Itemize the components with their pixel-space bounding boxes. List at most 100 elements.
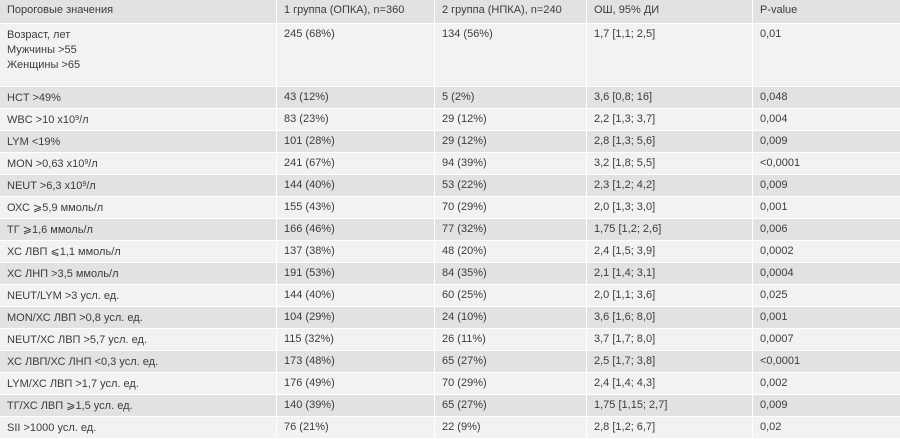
table-body: Возраст, лет Мужчины >55 Женщины >65 245 (6… — [0, 24, 900, 439]
table-row: NEUT >6,3 x109/л 144 (40%) 53 (22%) 2,3 [1,… — [0, 175, 900, 197]
group2-cell: 22 (9%) — [435, 417, 587, 439]
p-value-cell: 0,0002 — [753, 241, 900, 263]
threshold-label-exponent: 9 — [84, 159, 89, 166]
p-value-cell: 0,009 — [753, 175, 900, 197]
threshold-label-line: HCT >49% — [7, 92, 61, 104]
threshold-label-line: MON/ХС ЛВП >0,8 усл. ед. — [7, 312, 143, 324]
header-thresholds: Пороговые значения — [0, 0, 277, 24]
threshold-cell: NEUT/LYM >3 усл. ед. — [0, 285, 277, 307]
group1-cell: 173 (48%) — [277, 351, 435, 373]
threshold-label-line: LYM/ХС ЛВП >1,7 усл. ед. — [7, 378, 139, 390]
table-row: MON >0,63 x109/л 241 (67%) 94 (39%) 3,2 [1,… — [0, 153, 900, 175]
group1-cell: 245 (68%) — [277, 24, 435, 87]
group2-cell: 70 (29%) — [435, 373, 587, 395]
group2-cell: 70 (29%) — [435, 197, 587, 219]
p-value-cell: 0,001 — [753, 307, 900, 329]
threshold-cell: SII >1000 усл. ед. — [0, 417, 277, 439]
group1-cell: 140 (39%) — [277, 395, 435, 417]
group1-cell: 115 (32%) — [277, 329, 435, 351]
table-row: LYM <19% 101 (28%) 29 (12%) 2,8 [1,3; 5,6] 0… — [0, 131, 900, 153]
group1-cell: 104 (29%) — [277, 307, 435, 329]
threshold-cell: ТГ ⩾1,6 ммоль/л — [0, 219, 277, 241]
p-value-cell: 0,004 — [753, 109, 900, 131]
group2-cell: 134 (56%) — [435, 24, 587, 87]
threshold-label: WBC >10 x109/л — [7, 113, 270, 128]
threshold-cell: ТГ/ХС ЛВП ⩾1,5 усл. ед. — [0, 395, 277, 417]
header-group1: 1 группа (ОПКА), n=360 — [277, 0, 435, 24]
p-value-cell: 0,002 — [753, 373, 900, 395]
threshold-cell: NEUT >6,3 x109/л — [0, 175, 277, 197]
threshold-label-line: ОХС ⩾5,9 ммоль/л — [7, 202, 104, 214]
group1-cell: 101 (28%) — [277, 131, 435, 153]
group2-cell: 48 (20%) — [435, 241, 587, 263]
group2-cell: 29 (12%) — [435, 131, 587, 153]
group2-cell: 65 (27%) — [435, 351, 587, 373]
odds-ratio-cell: 2,8 [1,2; 6,7] — [587, 417, 753, 439]
table-row: NEUT/LYM >3 усл. ед. 144 (40%) 60 (25%) 2,0… — [0, 285, 900, 307]
table-row: MON/ХС ЛВП >0,8 усл. ед. 104 (29%) 24 (10%… — [0, 307, 900, 329]
threshold-cell: HCT >49% — [0, 87, 277, 109]
threshold-label-unit: /л — [86, 180, 96, 192]
table-row: ХС ЛНП >3,5 ммоль/л 191 (53%) 84 (35%) 2,1 … — [0, 263, 900, 285]
group2-cell: 60 (25%) — [435, 285, 587, 307]
threshold-label-text: NEUT >6,3 x10 — [7, 180, 83, 192]
odds-ratio-cell: 3,6 [0,8; 16] — [587, 87, 753, 109]
odds-ratio-cell: 1,75 [1,2; 2,6] — [587, 219, 753, 241]
threshold-label-unit: /л — [79, 114, 89, 126]
p-value-cell: <0,0001 — [753, 153, 900, 175]
table-row: NEUT/ХС ЛВП >5,7 усл. ед. 115 (32%) 26 (11… — [0, 329, 900, 351]
threshold-cell: ХС ЛВП/ХС ЛНП <0,3 усл. ед. — [0, 351, 277, 373]
table-row: ОХС ⩾5,9 ммоль/л 155 (43%) 70 (29%) 2,0 [1,… — [0, 197, 900, 219]
threshold-cell: MON >0,63 x109/л — [0, 153, 277, 175]
table-row: WBC >10 x109/л 83 (23%) 29 (12%) 2,2 [1,3; … — [0, 109, 900, 131]
group1-cell: 43 (12%) — [277, 87, 435, 109]
threshold-label-line: ТГ ⩾1,6 ммоль/л — [7, 224, 93, 236]
odds-ratio-cell: 3,2 [1,8; 5,5] — [587, 153, 753, 175]
threshold-cell: ХС ЛВП ⩽1,1 ммоль/л — [0, 241, 277, 263]
odds-ratio-cell: 2,8 [1,3; 5,6] — [587, 131, 753, 153]
group2-cell: 29 (12%) — [435, 109, 587, 131]
header-odds-ratio: ОШ, 95% ДИ — [587, 0, 753, 24]
group2-cell: 84 (35%) — [435, 263, 587, 285]
p-value-cell: 0,001 — [753, 197, 900, 219]
p-value-cell: 0,01 — [753, 24, 900, 87]
threshold-label-unit: /л — [88, 158, 98, 170]
threshold-cell: Возраст, лет Мужчины >55 Женщины >65 — [0, 24, 277, 87]
threshold-label-line: ТГ/ХС ЛВП ⩾1,5 усл. ед. — [7, 400, 133, 412]
group2-cell: 26 (11%) — [435, 329, 587, 351]
odds-ratio-cell: 2,1 [1,4; 3,1] — [587, 263, 753, 285]
threshold-label-line: Женщины >65 — [7, 59, 81, 71]
table-header: Пороговые значения 1 группа (ОПКА), n=36… — [0, 0, 900, 24]
odds-ratio-cell: 2,3 [1,2; 4,2] — [587, 175, 753, 197]
threshold-cell: ОХС ⩾5,9 ммоль/л — [0, 197, 277, 219]
threshold-label-line: ХС ЛНП >3,5 ммоль/л — [7, 268, 119, 280]
group1-cell: 137 (38%) — [277, 241, 435, 263]
threshold-label-line: LYM <19% — [7, 136, 61, 148]
threshold-cell: MON/ХС ЛВП >0,8 усл. ед. — [0, 307, 277, 329]
group1-cell: 76 (21%) — [277, 417, 435, 439]
group1-cell: 191 (53%) — [277, 263, 435, 285]
odds-ratio-cell: 2,5 [1,7; 3,8] — [587, 351, 753, 373]
p-value-cell: 0,006 — [753, 219, 900, 241]
threshold-label-line: Мужчины >55 — [7, 44, 77, 56]
group1-cell: 144 (40%) — [277, 175, 435, 197]
odds-ratio-cell: 3,7 [1,7; 8,0] — [587, 329, 753, 351]
threshold-label-line: ХС ЛВП/ХС ЛНП <0,3 усл. ед. — [7, 356, 159, 368]
threshold-label: MON >0,63 x109/л — [7, 157, 270, 172]
odds-ratio-cell: 2,0 [1,3; 3,0] — [587, 197, 753, 219]
group2-cell: 5 (2%) — [435, 87, 587, 109]
group1-cell: 176 (49%) — [277, 373, 435, 395]
group2-cell: 53 (22%) — [435, 175, 587, 197]
threshold-cell: WBC >10 x109/л — [0, 109, 277, 131]
threshold-label-text: MON >0,63 x10 — [7, 158, 85, 170]
p-value-cell: <0,0001 — [753, 351, 900, 373]
group2-cell: 94 (39%) — [435, 153, 587, 175]
p-value-cell: 0,009 — [753, 395, 900, 417]
odds-ratio-cell: 2,4 [1,4; 4,3] — [587, 373, 753, 395]
group1-cell: 166 (46%) — [277, 219, 435, 241]
p-value-cell: 0,048 — [753, 87, 900, 109]
threshold-label-exponent: 9 — [75, 115, 80, 122]
p-value-cell: 0,009 — [753, 131, 900, 153]
group2-cell: 24 (10%) — [435, 307, 587, 329]
